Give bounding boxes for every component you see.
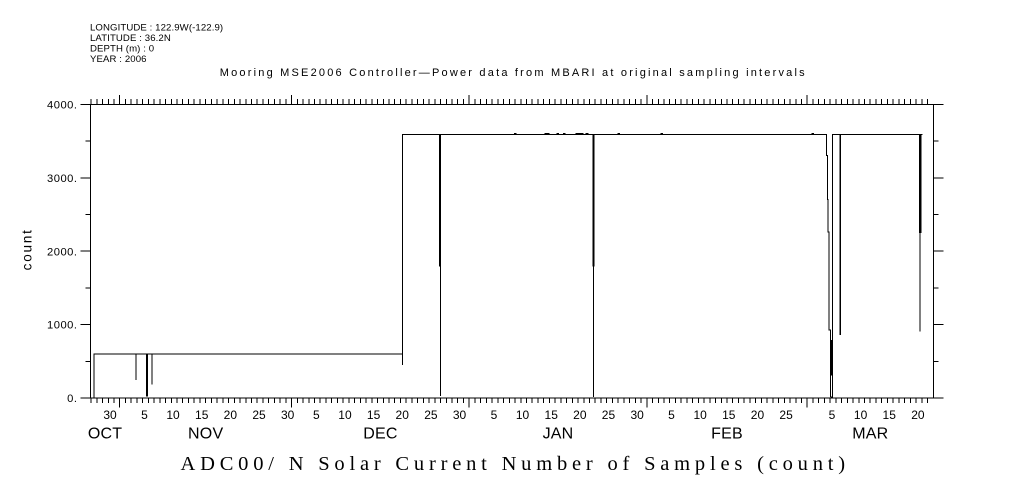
svg-text:10: 10 — [516, 408, 530, 422]
svg-text:MAR: MAR — [852, 426, 888, 443]
svg-text:20: 20 — [573, 408, 587, 422]
svg-text:FEB: FEB — [711, 426, 743, 443]
svg-text:5: 5 — [141, 408, 148, 422]
svg-text:LATITUDE : 36.2N: LATITUDE : 36.2N — [90, 33, 171, 44]
svg-text:5: 5 — [313, 408, 320, 422]
svg-text:10: 10 — [166, 408, 180, 422]
svg-text:30: 30 — [103, 408, 117, 422]
svg-text:JAN: JAN — [543, 426, 574, 443]
svg-text:15: 15 — [883, 408, 897, 422]
svg-text:15: 15 — [545, 408, 559, 422]
svg-text:25: 25 — [602, 408, 616, 422]
svg-text:count: count — [20, 228, 35, 270]
svg-text:20: 20 — [224, 408, 238, 422]
svg-text:15: 15 — [367, 408, 381, 422]
svg-text:20: 20 — [751, 408, 765, 422]
svg-text:25: 25 — [252, 408, 266, 422]
svg-text:5: 5 — [668, 408, 675, 422]
svg-text:3000.: 3000. — [47, 173, 78, 185]
svg-text:5: 5 — [491, 408, 498, 422]
svg-text:10: 10 — [693, 408, 707, 422]
svg-text:2000.: 2000. — [47, 246, 78, 258]
svg-text:20: 20 — [396, 408, 410, 422]
svg-text:20: 20 — [911, 408, 925, 422]
svg-text:1000.: 1000. — [47, 320, 78, 332]
svg-text:NOV: NOV — [188, 426, 223, 443]
svg-text:15: 15 — [195, 408, 209, 422]
svg-text:LONGITUDE : 122.9W(-122.9): LONGITUDE : 122.9W(-122.9) — [90, 22, 223, 33]
svg-text:0.: 0. — [67, 393, 77, 405]
svg-text:YEAR : 2006: YEAR : 2006 — [90, 54, 147, 65]
svg-text:10: 10 — [854, 408, 868, 422]
svg-text:15: 15 — [722, 408, 736, 422]
svg-text:30: 30 — [453, 408, 467, 422]
svg-text:25: 25 — [424, 408, 438, 422]
svg-text:5: 5 — [829, 408, 836, 422]
svg-text:OCT: OCT — [88, 426, 122, 443]
svg-text:4000.: 4000. — [47, 100, 78, 112]
svg-text:25: 25 — [779, 408, 793, 422]
svg-text:30: 30 — [281, 408, 295, 422]
svg-text:30: 30 — [630, 408, 644, 422]
svg-text:DEC: DEC — [363, 426, 397, 443]
svg-text:10: 10 — [338, 408, 352, 422]
svg-text:DEPTH (m) : 0: DEPTH (m) : 0 — [90, 43, 154, 54]
svg-text:Mooring MSE2006 Controller—Pow: Mooring MSE2006 Controller—Power data fr… — [220, 67, 807, 79]
svg-text:ADC00/ N Solar Current Number: ADC00/ N Solar Current Number of Samples… — [181, 453, 850, 475]
